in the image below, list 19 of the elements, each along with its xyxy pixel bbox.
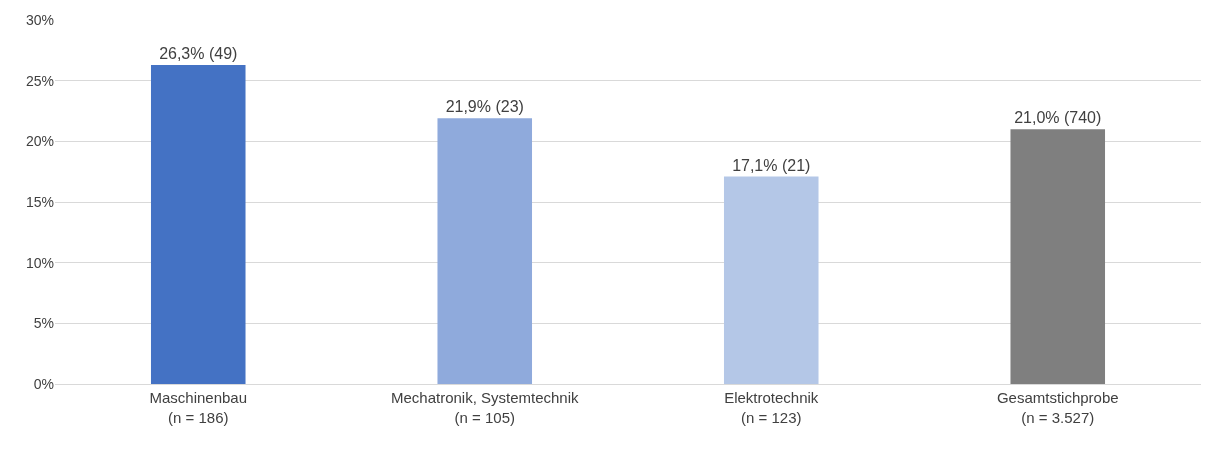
- y-tick-label: 15%: [25, 193, 54, 210]
- data-label: 26,3% (49): [159, 44, 238, 62]
- y-tick-label: 0%: [33, 375, 54, 392]
- x-tick-label: Gesamtstichprobe (n = 3.527): [996, 389, 1119, 426]
- x-tick-label: Maschinenbau (n = 186): [149, 389, 248, 426]
- x-tick-label: Mechatronik, Systemtechnik (n = 105): [390, 389, 580, 426]
- x-tick-label: Elektrotechnik (n = 123): [724, 389, 819, 426]
- data-label: 21,0% (740): [1014, 109, 1102, 127]
- y-tick-label: 25%: [25, 72, 54, 89]
- y-tick-label: 10%: [25, 254, 54, 271]
- data-label: 17,1% (21): [732, 156, 811, 174]
- bar: [1010, 129, 1106, 384]
- bar: [723, 176, 819, 384]
- y-tick-label: 30%: [25, 11, 54, 28]
- y-tick-label: 5%: [33, 315, 54, 332]
- bar: [437, 118, 533, 384]
- data-label: 21,9% (23): [445, 98, 524, 116]
- y-tick-label: 20%: [25, 133, 54, 150]
- bar: [150, 64, 246, 384]
